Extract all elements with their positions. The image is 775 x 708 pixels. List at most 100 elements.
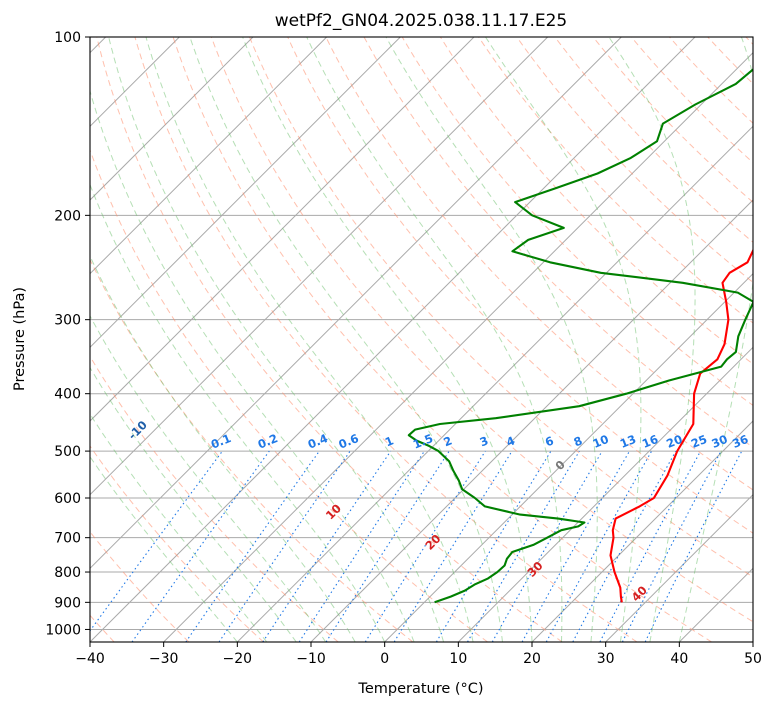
dry-adiabat-line (516, 37, 753, 284)
dry-adiabat-line (630, 37, 753, 164)
moist-adiabat-line (90, 314, 327, 642)
x-tick-label: −20 (223, 651, 253, 667)
mixing-ratio-label: 3 (478, 433, 491, 449)
x-tick-label: 0 (380, 651, 389, 667)
isotherm-line (310, 199, 753, 642)
isotherm-line (90, 37, 696, 642)
x-tick-label: 20 (523, 651, 541, 667)
mixing-ratio-label: 36 (730, 432, 750, 451)
moist-adiabat-line (189, 37, 503, 642)
dry-adiabat-label: 20 (422, 531, 443, 552)
mixing-ratio-label: 1 (383, 433, 396, 449)
moist-adiabat-line (306, 37, 563, 642)
x-tick-label: 30 (597, 651, 615, 667)
moist-adiabat-line (90, 89, 415, 642)
mixing-ratio-line (218, 450, 351, 642)
moist-adiabat-line (242, 37, 533, 642)
isopleth-labels: 0.10.20.40.611.52346810131620253036-100-… (125, 418, 750, 604)
x-axis-title: Temperature (°C) (357, 681, 483, 697)
isotherm-line (90, 37, 401, 349)
mixing-ratio-label: 16 (640, 432, 660, 451)
mixing-ratio-line (262, 450, 392, 642)
dry-adiabat-line (478, 37, 753, 324)
dry-adiabat-label: 0 (552, 457, 568, 473)
chart-title: wetPf2_GN04.2025.038.11.17.E25 (275, 11, 567, 31)
isotherm-line (90, 37, 622, 570)
x-tick-label: 10 (449, 651, 467, 667)
dry-adiabat-line (745, 37, 753, 46)
y-tick-label: 300 (54, 313, 81, 329)
x-tick-label: 50 (744, 651, 762, 667)
x-tick-label: −30 (149, 651, 179, 667)
mixing-ratio-line (644, 450, 743, 642)
mixing-ratio-label: 0.2 (256, 431, 280, 452)
y-tick-label: 200 (54, 208, 81, 224)
dry-adiabat-line (90, 148, 488, 642)
mixing-ratio-label: 30 (709, 432, 729, 451)
x-tick-label: −10 (296, 651, 326, 667)
moist-adiabat-line (90, 255, 356, 642)
mixing-ratio-line (435, 450, 552, 642)
mixing-ratio-label: 13 (618, 432, 638, 451)
mixing-ratio-line (131, 450, 270, 642)
axes: −40 −30 −20 −10 0 10 20 30 40 5010020030040050060… (45, 30, 762, 667)
moist-adiabat-line (678, 37, 753, 642)
moist-adiabat-line (608, 37, 696, 642)
isotherm-line (90, 37, 475, 422)
dry-adiabat-line (707, 37, 753, 85)
mixing-ratio-line (599, 450, 701, 642)
dry-adiabat-line (90, 531, 190, 642)
moist-adiabat-line (90, 366, 297, 642)
dewpoint-profile-line (407, 68, 753, 604)
mixing-ratio-label: 2 (441, 433, 454, 449)
background-lines (90, 37, 753, 642)
y-tick-label: 600 (54, 491, 81, 507)
mixing-ratio-line (545, 450, 653, 642)
plot-frame (89, 36, 754, 643)
isotherm-line (384, 272, 753, 642)
y-tick-label: 800 (54, 565, 81, 581)
mixing-ratio-line (572, 450, 677, 642)
dry-adiabat-line (287, 37, 753, 534)
y-tick-label: 1000 (45, 622, 81, 638)
moist-adiabat-line (90, 413, 268, 642)
dry-adiabat-line (669, 37, 753, 124)
isotherm-line (236, 125, 753, 642)
moist-adiabat-line (485, 37, 642, 642)
isotherm-line (752, 641, 753, 642)
y-tick-label: 700 (54, 531, 81, 547)
isotherm-line (90, 37, 254, 201)
mixing-ratio-label: 25 (689, 432, 709, 451)
dry-adiabat-line (172, 37, 712, 642)
y-tick-label: 500 (54, 444, 81, 460)
dry-adiabat-line (401, 37, 753, 406)
dry-adiabat-line (90, 445, 264, 642)
mixing-ratio-line (521, 450, 630, 642)
moist-adiabat-line (385, 37, 598, 642)
dry-adiabat-line (554, 37, 753, 243)
dry-adiabat-line (210, 37, 753, 623)
y-tick-label: 100 (54, 30, 81, 46)
dry-adiabat-line (592, 37, 753, 203)
mixing-ratio-line (325, 450, 450, 642)
mixing-ratio-line (467, 450, 580, 642)
mixing-ratio-label: 20 (664, 432, 684, 451)
y-tick-label: 900 (54, 595, 81, 611)
mixing-ratio-label: 0.4 (306, 431, 330, 452)
mixing-ratio-line (364, 450, 486, 642)
mixing-ratio-label: 6 (543, 433, 556, 449)
y-tick-label: 400 (54, 387, 81, 403)
x-tick-label: 40 (670, 651, 688, 667)
isotherm-line (163, 51, 753, 642)
profile-series (407, 68, 753, 604)
moist-adiabat-line (108, 37, 445, 642)
isotherm-line (90, 37, 549, 496)
dry-adiabat-line (325, 37, 753, 491)
dry-adiabat-label: 30 (524, 559, 545, 580)
mixing-ratio-line (185, 450, 320, 642)
mixing-ratio-line (491, 450, 603, 642)
dry-adiabat-line (96, 37, 563, 642)
mixing-ratio-label: 8 (572, 433, 585, 449)
dry-adiabat-line (90, 258, 414, 642)
